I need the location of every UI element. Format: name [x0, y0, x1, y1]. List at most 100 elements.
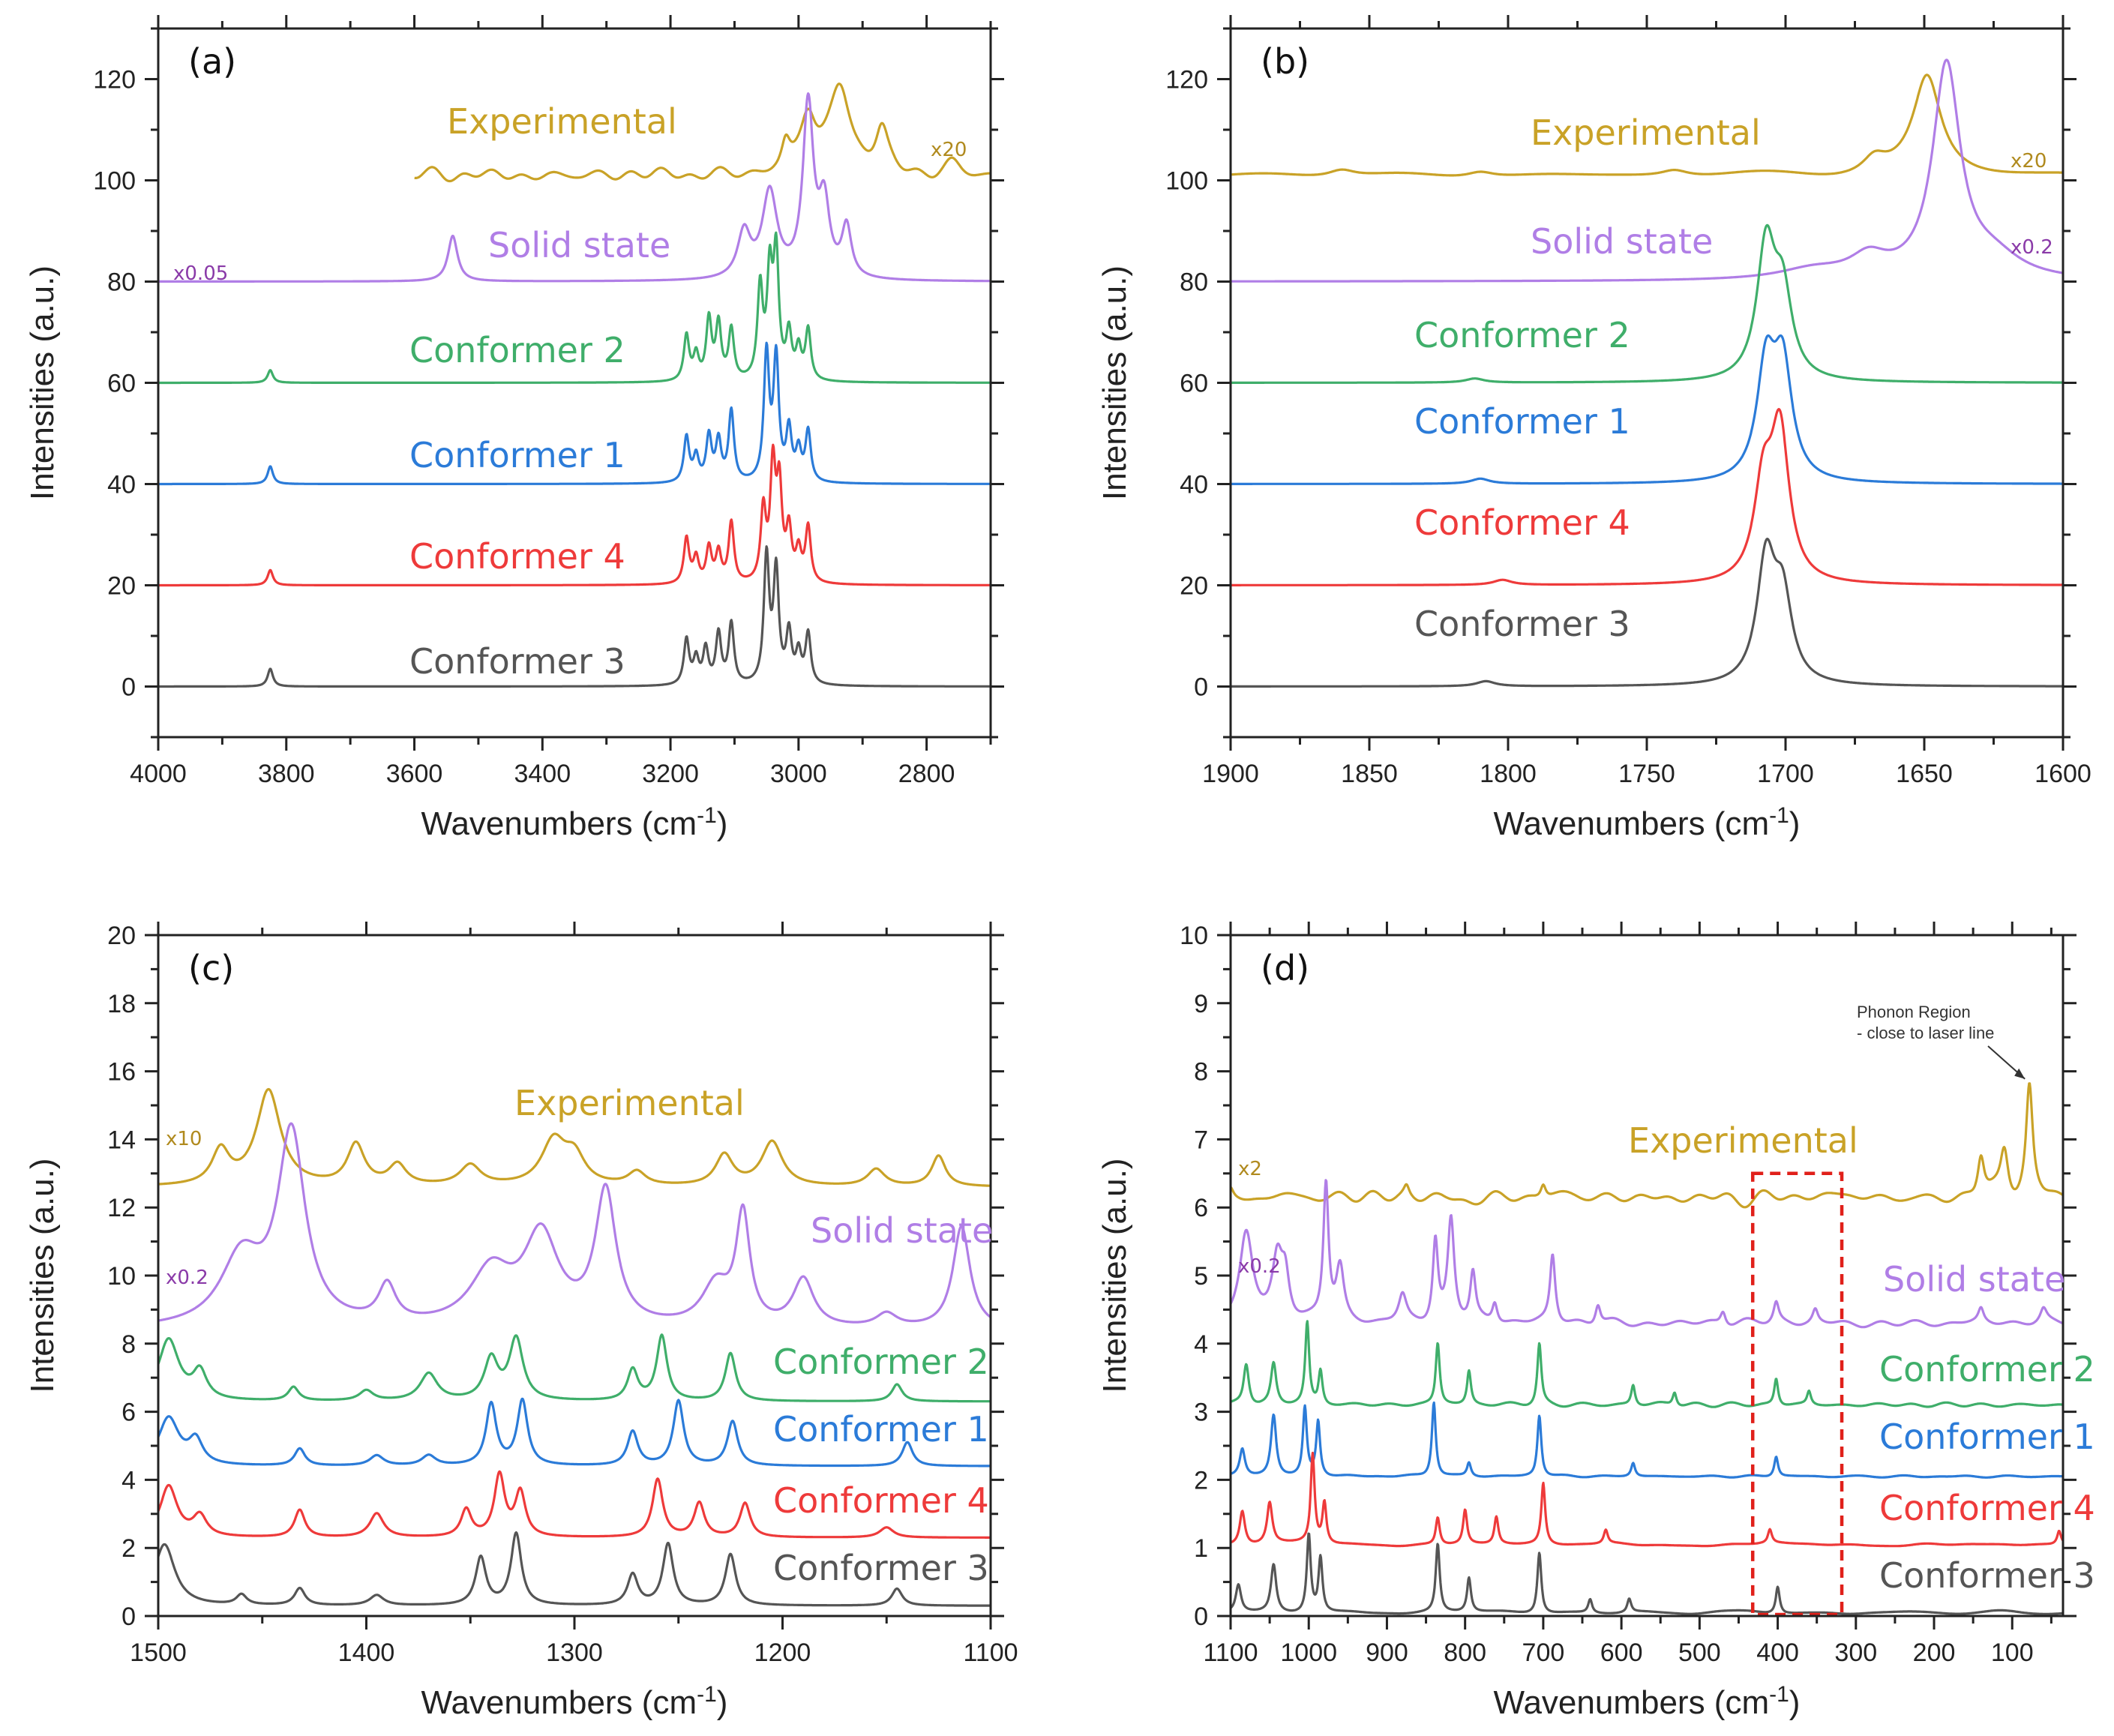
series-line-conformer-3: [1231, 1532, 2063, 1615]
y-tick-label: 9: [1194, 990, 1208, 1018]
x-axis-title: Wavenumbers (cm-1): [421, 803, 728, 842]
series-line-experimental: [413, 82, 991, 183]
series-label-conformer-4: Conformer 4: [1414, 502, 1630, 543]
x-tick-label: 1300: [546, 1639, 603, 1667]
y-tick-label: 7: [1194, 1126, 1208, 1154]
series-label-conformer-1: Conformer 1: [1414, 401, 1630, 442]
series-group: [1231, 1082, 2063, 1615]
annotation-text: - close to laser line: [1857, 1024, 1994, 1042]
series-line-experimental: [1231, 73, 2063, 177]
y-axis: 0 1 2 3 4 5 6 7 8 9 10: [1180, 922, 2077, 1631]
y-tick-label: 120: [93, 66, 136, 94]
x-axis-title: Wavenumbers (cm-1): [421, 1682, 728, 1721]
scale-label-experimental: x2: [1238, 1158, 1262, 1180]
y-tick-label: 3: [1194, 1399, 1208, 1427]
y-axis-title: Intensities (a.u.): [1096, 265, 1133, 500]
panel-label: (b): [1261, 41, 1309, 82]
series-label-conformer-2: Conformer 2: [1414, 315, 1630, 355]
x-axis-title: Wavenumbers (cm-1): [1494, 1682, 1801, 1721]
x-tick-label: 3600: [386, 760, 443, 788]
series-line-solid-state: [158, 92, 991, 283]
series-label-conformer-3: Conformer 3: [773, 1548, 989, 1588]
series-line-conformer-3: [158, 545, 991, 688]
x-tick-label: 1000: [1280, 1639, 1337, 1667]
series-line-conformer-2: [1231, 1320, 2063, 1408]
series-line-conformer-3: [1231, 538, 2063, 688]
series-label-conformer-2: Conformer 2: [1879, 1349, 2095, 1390]
y-tick-label: 40: [1180, 471, 1208, 499]
series-label-conformer-2: Conformer 2: [409, 330, 625, 370]
x-tick-label: 3200: [642, 760, 699, 788]
chart-panel-d: 1100 1000 900 800 700 600 500 400 300 200 10001234…: [1096, 922, 2095, 1721]
x-tick-label: 1650: [1896, 760, 1953, 788]
y-tick-label: 2: [121, 1534, 136, 1563]
x-tick-label: 1850: [1341, 760, 1398, 788]
series-line-conformer-4: [1231, 1451, 2063, 1548]
x-axis: 1100 1000 900 800 700 600 500 400 300 200 100: [1203, 922, 2053, 1667]
x-tick-label: 1800: [1480, 760, 1537, 788]
y-tick-label: 60: [1180, 370, 1208, 398]
y-tick-label: 100: [93, 167, 136, 196]
series-line-conformer-4: [1231, 408, 2063, 586]
series-group: [158, 82, 991, 688]
y-tick-label: 0: [121, 1603, 136, 1631]
x-tick-label: 4000: [130, 760, 187, 788]
annotation: Phonon Region - close to laser line: [1857, 1003, 2026, 1080]
chart-panel-b: 1900 1850 1800 1750 1700 1650 1600 0 20 40 60 80 100…: [1096, 15, 2092, 842]
highlight-box: [1750, 1171, 1844, 1617]
panel-label: (c): [188, 948, 234, 988]
x-tick-label: 300: [1834, 1639, 1877, 1667]
y-tick-label: 5: [1194, 1262, 1208, 1291]
x-tick-label: 800: [1444, 1639, 1486, 1667]
series-line-solid-state: [158, 1122, 991, 1324]
series-label-conformer-4: Conformer 4: [773, 1480, 989, 1521]
series-label-conformer-1: Conformer 1: [1879, 1417, 2095, 1457]
x-tick-label: 200: [1913, 1639, 1956, 1667]
series-line-conformer-1: [158, 1397, 991, 1468]
scale-label-solid-state: x0.2: [1238, 1255, 1281, 1278]
x-tick-label: 1400: [338, 1639, 395, 1667]
panel-label: (a): [188, 41, 236, 82]
y-tick-label: 18: [107, 990, 136, 1018]
x-axis: 4000 3800 3600 3400 3200 3000 2800: [130, 15, 992, 788]
y-axis: 0 20 40 60 80 100 120: [93, 27, 1004, 739]
series-label-conformer-1: Conformer 1: [773, 1409, 989, 1450]
series-line-conformer-2: [158, 1333, 991, 1403]
x-tick-label: 100: [1991, 1639, 2034, 1667]
series-line-experimental: [158, 1087, 991, 1187]
chart-panel-c: 1500 1400 1300 1200 1100 0 2 4 6 8 10 12 14 16 18 20 Wav…: [24, 922, 1018, 1721]
y-tick-label: 60: [107, 370, 136, 398]
series-label-experimental: Experimental: [514, 1083, 745, 1123]
series-label-solid-state: Solid state: [1531, 221, 1713, 262]
x-tick-label: 1600: [2035, 760, 2092, 788]
series-label-conformer-2: Conformer 2: [773, 1342, 989, 1382]
y-tick-label: 80: [107, 268, 136, 297]
y-tick-label: 0: [1194, 673, 1208, 702]
x-tick-label: 900: [1366, 1639, 1408, 1667]
series-label-conformer-4: Conformer 4: [1879, 1488, 2095, 1528]
x-axis-title: Wavenumbers (cm-1): [1494, 803, 1801, 842]
y-tick-label: 100: [1165, 167, 1208, 196]
y-tick-label: 4: [121, 1466, 136, 1495]
series-line-solid-state: [1231, 58, 2063, 283]
y-tick-label: 10: [1180, 922, 1208, 950]
x-tick-label: 1200: [754, 1639, 811, 1667]
y-tick-label: 20: [107, 922, 136, 950]
scale-label-solid-state: x0.05: [173, 262, 228, 285]
y-tick-label: 12: [107, 1194, 136, 1222]
series-label-experimental: Experimental: [447, 101, 677, 142]
y-axis: 0 20 40 60 80 100 120: [1165, 27, 2077, 739]
scale-label-experimental: x10: [166, 1128, 202, 1150]
x-tick-label: 1750: [1618, 760, 1675, 788]
y-tick-label: 6: [121, 1399, 136, 1427]
y-tick-label: 80: [1180, 268, 1208, 297]
chart-panel-a: 4000 3800 3600 3400 3200 3000 2800 0 20 40 60 80 100…: [24, 15, 1004, 842]
y-tick-label: 8: [121, 1330, 136, 1359]
x-tick-label: 3400: [514, 760, 571, 788]
x-tick-label: 3000: [770, 760, 827, 788]
annotation-arrowhead: [2014, 1068, 2026, 1079]
series-line-solid-state: [1231, 1179, 2063, 1329]
y-tick-label: 16: [107, 1058, 136, 1087]
series-label-solid-state: Solid state: [488, 225, 670, 265]
y-tick-label: 8: [1194, 1058, 1208, 1087]
